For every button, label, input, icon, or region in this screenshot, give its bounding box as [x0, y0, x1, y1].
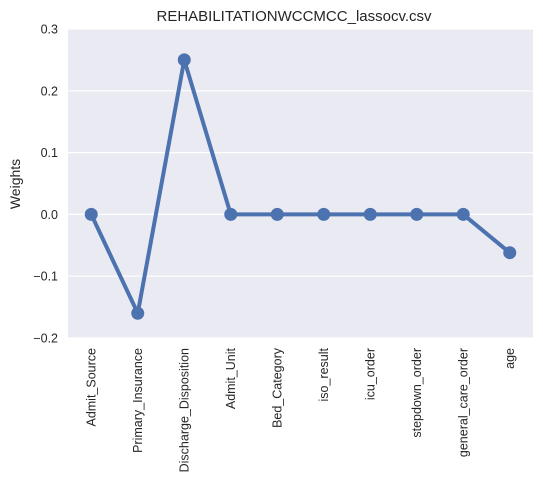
- x-tick-labels: Admit_Source Primary_Insurance Discharge_D…: [84, 347, 517, 472]
- series-line: [89, 57, 512, 316]
- x-tick-label: iso_result: [317, 347, 331, 401]
- data-point: [503, 246, 517, 260]
- x-tick-label: Discharge_Disposition: [177, 348, 191, 472]
- series-line-group: [84, 53, 517, 320]
- x-tick-label: Bed_Category: [270, 347, 284, 428]
- y-tick-label: −0.1: [33, 270, 58, 284]
- y-tick-label: 0.1: [41, 146, 58, 160]
- data-point: [317, 207, 331, 221]
- chart-title: REHABILITATIONWCCMCC_lassocv.csv: [156, 8, 432, 25]
- x-tick-label: Admit_Unit: [224, 347, 238, 409]
- plot-area: [68, 29, 533, 338]
- y-tick-label: 0.3: [41, 23, 58, 37]
- x-tick-label: general_care_order: [456, 348, 470, 457]
- data-point: [456, 207, 470, 221]
- y-tick-labels: −0.2 −0.1 0.0 0.1 0.2 0.3: [33, 23, 58, 346]
- x-tick-label: stepdown_order: [410, 348, 424, 438]
- x-tick-label: Primary_Insurance: [131, 348, 145, 453]
- data-point: [177, 53, 191, 67]
- x-tick-label: Admit_Source: [84, 348, 98, 427]
- x-tick-label: icu_order: [363, 348, 377, 400]
- data-point: [224, 207, 238, 221]
- y-tick-label: 0.0: [41, 208, 58, 222]
- data-point: [363, 207, 377, 221]
- data-point: [131, 306, 145, 320]
- y-tick-label: −0.2: [33, 332, 58, 346]
- data-point: [410, 207, 424, 221]
- y-tick-label: 0.2: [41, 84, 58, 98]
- data-point: [84, 207, 98, 221]
- data-point: [270, 207, 284, 221]
- x-tick-label: age: [503, 348, 517, 369]
- y-axis-label: Weights: [7, 159, 23, 209]
